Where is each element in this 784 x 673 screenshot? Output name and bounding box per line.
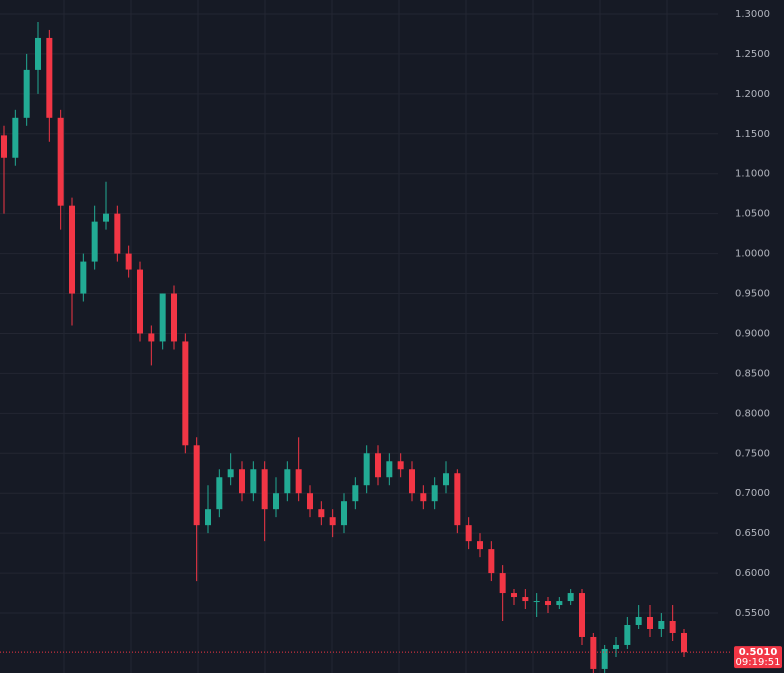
candle-body xyxy=(80,261,87,294)
candle-body xyxy=(647,617,653,629)
candle-body xyxy=(409,469,415,494)
candle-body xyxy=(159,293,166,342)
y-tick-label: 1.2500 xyxy=(735,49,770,60)
candle-body xyxy=(69,205,75,294)
candle-body xyxy=(103,213,109,222)
candle-body xyxy=(227,469,234,478)
candle-body xyxy=(205,509,211,526)
candle-body xyxy=(261,469,268,510)
candle-body xyxy=(273,493,279,510)
candle-body xyxy=(579,593,585,637)
candle-body xyxy=(125,253,132,270)
candle-body xyxy=(397,461,404,470)
candle-body xyxy=(431,485,438,502)
candle-body xyxy=(567,593,574,602)
candle-body xyxy=(669,621,676,633)
candle-body xyxy=(35,37,41,70)
candle-body xyxy=(533,601,540,603)
y-tick-label: 0.7000 xyxy=(735,488,770,499)
candle-body xyxy=(499,573,506,594)
candle-body xyxy=(329,517,336,526)
candle-body xyxy=(420,493,427,502)
candle-body xyxy=(658,621,665,629)
price-tag-label: 0.5010 xyxy=(739,647,778,658)
candle-body xyxy=(250,469,257,494)
candle-body xyxy=(386,461,393,478)
candle-body xyxy=(635,617,642,625)
candle-body xyxy=(556,601,563,606)
y-tick-label: 1.2000 xyxy=(735,89,770,100)
candle-body xyxy=(590,636,597,669)
candle-body xyxy=(341,501,347,526)
candle-body xyxy=(375,453,381,478)
y-tick-label: 0.9500 xyxy=(735,289,770,300)
candle-body xyxy=(454,473,461,526)
candle-body xyxy=(522,597,529,602)
y-tick-label: 1.0000 xyxy=(735,249,770,260)
candle-body xyxy=(12,117,19,158)
countdown-label: 09:19:51 xyxy=(736,657,781,668)
y-tick-label: 0.5500 xyxy=(735,608,770,619)
candle-body xyxy=(1,135,7,158)
candle-body xyxy=(477,541,483,550)
y-tick-label: 0.7500 xyxy=(735,448,770,459)
candle-body xyxy=(216,477,223,510)
candle-body xyxy=(137,269,143,334)
y-tick-label: 0.8500 xyxy=(735,368,770,379)
y-tick-label: 0.8000 xyxy=(735,408,770,419)
candle-body xyxy=(114,213,121,254)
candle-body xyxy=(318,509,325,518)
candle-body xyxy=(239,469,245,494)
candle-body xyxy=(545,601,551,606)
candle-body xyxy=(352,485,359,502)
candle-body xyxy=(284,469,291,494)
candle-body xyxy=(171,293,177,342)
candle-body xyxy=(443,473,449,486)
price-tag xyxy=(734,646,782,669)
y-tick-label: 0.6500 xyxy=(735,528,770,539)
candle-body xyxy=(182,341,189,446)
y-tick-label: 1.3000 xyxy=(735,9,770,20)
candle-body xyxy=(57,117,64,206)
candle-body xyxy=(511,593,517,598)
candle-body xyxy=(613,644,619,649)
y-tick-label: 0.9000 xyxy=(735,328,770,339)
y-tick-label: 0.6000 xyxy=(735,568,770,579)
y-tick-label: 1.0500 xyxy=(735,209,770,220)
candle-body xyxy=(193,445,200,526)
candle-body xyxy=(307,493,313,510)
candle-body xyxy=(681,632,687,653)
candle-body xyxy=(601,648,608,669)
candle-body xyxy=(295,469,302,494)
candle-body xyxy=(363,453,370,486)
candle-body xyxy=(624,624,631,645)
y-tick-label: 1.1000 xyxy=(735,169,770,180)
candle-body xyxy=(488,549,495,574)
candle-body xyxy=(23,69,30,118)
candle-body xyxy=(148,333,155,342)
y-tick-label: 1.1500 xyxy=(735,129,770,140)
candle-body xyxy=(91,221,98,262)
candle-body xyxy=(465,525,472,542)
candle-body xyxy=(46,37,53,118)
